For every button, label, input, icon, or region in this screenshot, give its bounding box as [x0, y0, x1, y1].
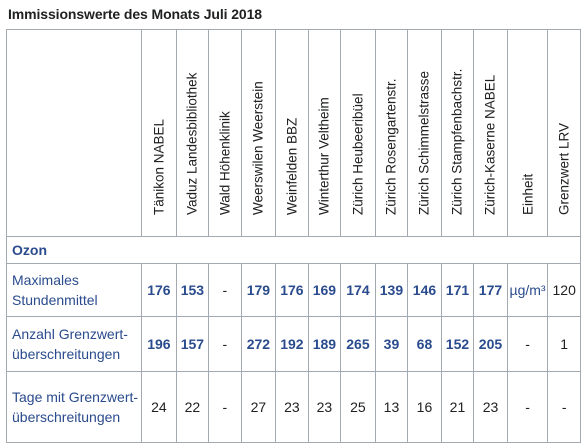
table-cell: 68 — [407, 316, 442, 372]
table-cell: 205 — [473, 316, 508, 372]
section-label-ozon: Ozon — [6, 236, 581, 264]
table-row: Maximales Stundenmittel 176 153 - 179 17… — [5, 263, 581, 317]
limit-cell: - — [547, 371, 581, 443]
corner-cell — [5, 29, 143, 237]
column-header: Zürich Stampfenbachstr. — [440, 29, 475, 237]
table-cell: 16 — [407, 371, 442, 443]
column-header: Tänikon NABEL — [141, 29, 177, 237]
table-cell: 25 — [340, 371, 376, 443]
table-cell: 179 — [240, 263, 277, 317]
unit-cell: - — [506, 316, 549, 372]
row-label: Tage mit Grenzwert-überschreitungen — [5, 371, 143, 443]
section-row: Ozon — [6, 236, 581, 264]
column-header: Wald Höhenklinik — [208, 29, 242, 237]
table-cell: 174 — [340, 263, 376, 317]
column-header: Weinfelden BBZ — [275, 29, 309, 237]
table-cell: 13 — [374, 371, 409, 443]
table-cell: 139 — [374, 263, 409, 317]
table-row: Tage mit Grenzwert-überschreitungen 24 2… — [5, 371, 581, 443]
table-cell: 169 — [307, 263, 342, 317]
table-cell: 265 — [340, 316, 376, 372]
table-cell: 21 — [440, 371, 475, 443]
column-header-unit: Einheit — [506, 29, 549, 237]
column-header: Zürich Schimmelstrasse — [407, 29, 442, 237]
limit-cell: 1 — [547, 316, 581, 372]
table-cell: - — [208, 263, 242, 317]
table-cell: 177 — [473, 263, 508, 317]
table-cell: 171 — [440, 263, 475, 317]
table-cell: - — [208, 316, 242, 372]
table-cell: 157 — [175, 316, 210, 372]
table-cell: 23 — [473, 371, 508, 443]
table-caption: Immissionswerte des Monats Juli 2018 — [8, 6, 262, 22]
table-cell: 24 — [141, 371, 177, 443]
header-row: Tänikon NABEL Vaduz Landesbibliothek Wal… — [5, 29, 581, 237]
column-header: Zürich Heubeeribüel — [340, 29, 376, 237]
table-cell: - — [208, 371, 242, 443]
table-cell: 192 — [275, 316, 309, 372]
table-cell: 272 — [240, 316, 277, 372]
limit-cell: 120 — [547, 263, 581, 317]
column-header: Vaduz Landesbibliothek — [175, 29, 210, 237]
column-header: Winterthur Veltheim — [307, 29, 342, 237]
table-cell: 196 — [141, 316, 177, 372]
table-cell: 176 — [275, 263, 309, 317]
table-cell: 23 — [307, 371, 342, 443]
table-cell: 39 — [374, 316, 409, 372]
table-cell: 189 — [307, 316, 342, 372]
column-header: Zürich-Kaserne NABEL — [473, 29, 508, 237]
table-cell: 27 — [240, 371, 277, 443]
column-header: Weerswilen Weerstein — [240, 29, 277, 237]
row-label: Maximales Stundenmittel — [5, 263, 143, 317]
table-cell: 176 — [141, 263, 177, 317]
immissions-table-container: Tänikon NABEL Vaduz Landesbibliothek Wal… — [5, 29, 581, 443]
unit-cell: - — [506, 371, 549, 443]
unit-cell: µg/m³ — [506, 263, 549, 317]
table-row: Anzahl Grenzwert-überschreitungen 196 15… — [5, 316, 581, 372]
column-header-limit: Grenzwert LRV — [547, 29, 581, 237]
table-cell: 23 — [275, 371, 309, 443]
table-cell: 152 — [440, 316, 475, 372]
column-header: Zürich Rosengartenstr. — [374, 29, 409, 237]
row-label: Anzahl Grenzwert-überschreitungen — [5, 316, 143, 372]
table-cell: 146 — [407, 263, 442, 317]
immissions-table: Tänikon NABEL Vaduz Landesbibliothek Wal… — [5, 29, 581, 443]
table-cell: 22 — [175, 371, 210, 443]
table-cell: 153 — [175, 263, 210, 317]
